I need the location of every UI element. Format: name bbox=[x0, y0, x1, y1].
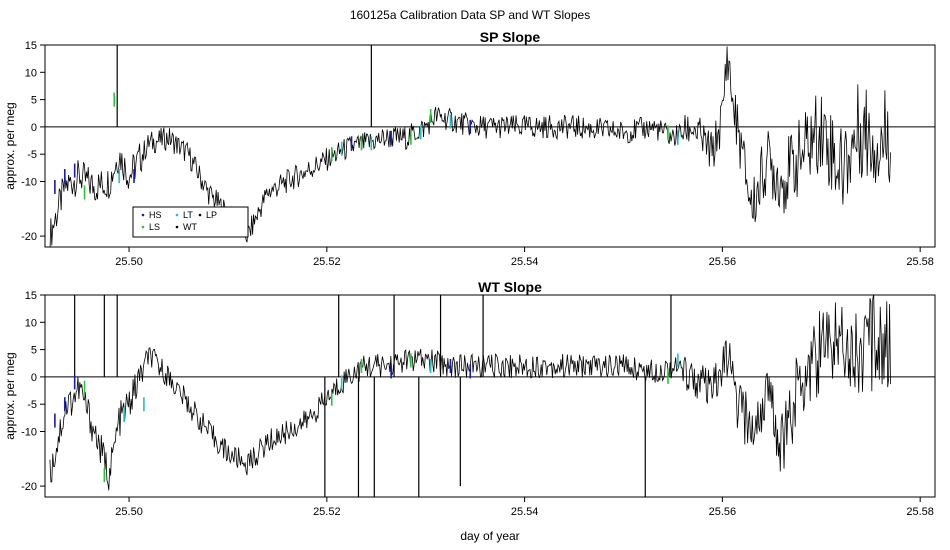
legend-swatch bbox=[141, 213, 145, 217]
y-tick-label: -20 bbox=[21, 481, 37, 493]
y-tick-label: -10 bbox=[21, 426, 37, 438]
plot-area bbox=[49, 45, 891, 247]
legend-swatch bbox=[141, 225, 145, 229]
x-tick-label: 25.56 bbox=[709, 256, 737, 268]
x-tick-label: 25.58 bbox=[906, 506, 934, 518]
y-tick-label: 5 bbox=[31, 95, 37, 107]
x-tick-label: 25.50 bbox=[115, 506, 143, 518]
x-tick-label: 25.54 bbox=[511, 506, 539, 518]
legend-label: LS bbox=[149, 222, 160, 232]
legend-label: WT bbox=[183, 222, 197, 232]
y-tick-label: 0 bbox=[31, 122, 37, 134]
wt-slope-panel: WT Slope approx. per meg -20 -10 -5 0 5 10 15 25.… bbox=[3, 279, 936, 543]
y-axis-label: approx. per meg bbox=[3, 102, 17, 189]
y-tick-label: 15 bbox=[25, 290, 37, 302]
legend-box bbox=[132, 206, 249, 238]
x-tick-label: 25.52 bbox=[313, 506, 341, 518]
y-tick-label: 10 bbox=[25, 67, 37, 79]
plot-frame bbox=[44, 294, 936, 498]
y-tick-label: -5 bbox=[27, 149, 37, 161]
y-tick-label: 5 bbox=[31, 345, 37, 357]
legend-label: LP bbox=[206, 210, 217, 220]
y-tick-label: 0 bbox=[31, 372, 37, 384]
x-tick-label: 25.56 bbox=[709, 506, 737, 518]
x-tick-label: 25.50 bbox=[115, 256, 143, 268]
plot-area bbox=[49, 295, 891, 497]
y-tick-label: -20 bbox=[21, 231, 37, 243]
panel-title: SP Slope bbox=[480, 29, 541, 45]
legend-label: HS bbox=[149, 210, 162, 220]
x-tick-label: 25.52 bbox=[313, 256, 341, 268]
legend: HS LT LP LS WT bbox=[132, 206, 249, 238]
y-tick-label: -5 bbox=[27, 399, 37, 411]
y-tick-label: 15 bbox=[25, 40, 37, 52]
legend-label: LT bbox=[183, 210, 193, 220]
legend-swatch bbox=[198, 213, 202, 217]
series-line bbox=[49, 295, 891, 491]
y-tick-label: 10 bbox=[25, 317, 37, 329]
panel-title: WT Slope bbox=[478, 279, 542, 295]
plot-frame bbox=[44, 44, 936, 248]
legend-swatch bbox=[175, 213, 179, 217]
y-tick-label: -10 bbox=[21, 176, 37, 188]
x-tick-label: 25.58 bbox=[906, 256, 934, 268]
figure-title: 160125a Calibration Data SP and WT Slope… bbox=[350, 8, 590, 22]
y-axis-label: approx. per meg bbox=[3, 352, 17, 439]
x-axis-label: day of year bbox=[460, 529, 519, 543]
x-tick-label: 25.54 bbox=[511, 256, 539, 268]
sp-slope-panel: SP Slope approx. per meg -20 -10 -5 0 5 10 15 25.… bbox=[3, 29, 936, 268]
legend-swatch bbox=[175, 225, 179, 229]
